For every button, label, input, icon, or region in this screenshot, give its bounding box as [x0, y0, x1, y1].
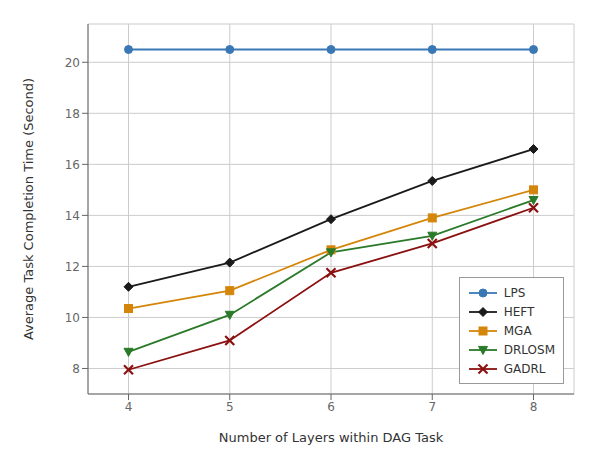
svg-text:14: 14 [65, 209, 80, 223]
svg-text:Average Task Completion Time (: Average Task Completion Time (Second) [21, 78, 36, 340]
svg-text:7: 7 [428, 400, 436, 414]
svg-text:10: 10 [65, 311, 80, 325]
svg-text:5: 5 [226, 400, 234, 414]
svg-text:20: 20 [65, 56, 80, 70]
html-text:HEFT: HEFT [503, 304, 535, 319]
svg-text:12: 12 [65, 260, 80, 274]
svg-text:18: 18 [65, 107, 80, 121]
svg-text:6: 6 [327, 400, 335, 414]
svg-text:8: 8 [72, 362, 80, 376]
html-text:MGA: MGA [503, 323, 532, 338]
svg-text:4: 4 [125, 400, 133, 414]
html-text:GADRL: GADRL [503, 361, 546, 376]
html-text:DRLOSM: DRLOSM [503, 342, 555, 357]
svg-text:16: 16 [65, 158, 80, 172]
svg-text:8: 8 [530, 400, 538, 414]
svg-text:Number of Layers within DAG Ta: Number of Layers within DAG Task [219, 430, 444, 445]
html-text:LPS: LPS [503, 285, 526, 300]
